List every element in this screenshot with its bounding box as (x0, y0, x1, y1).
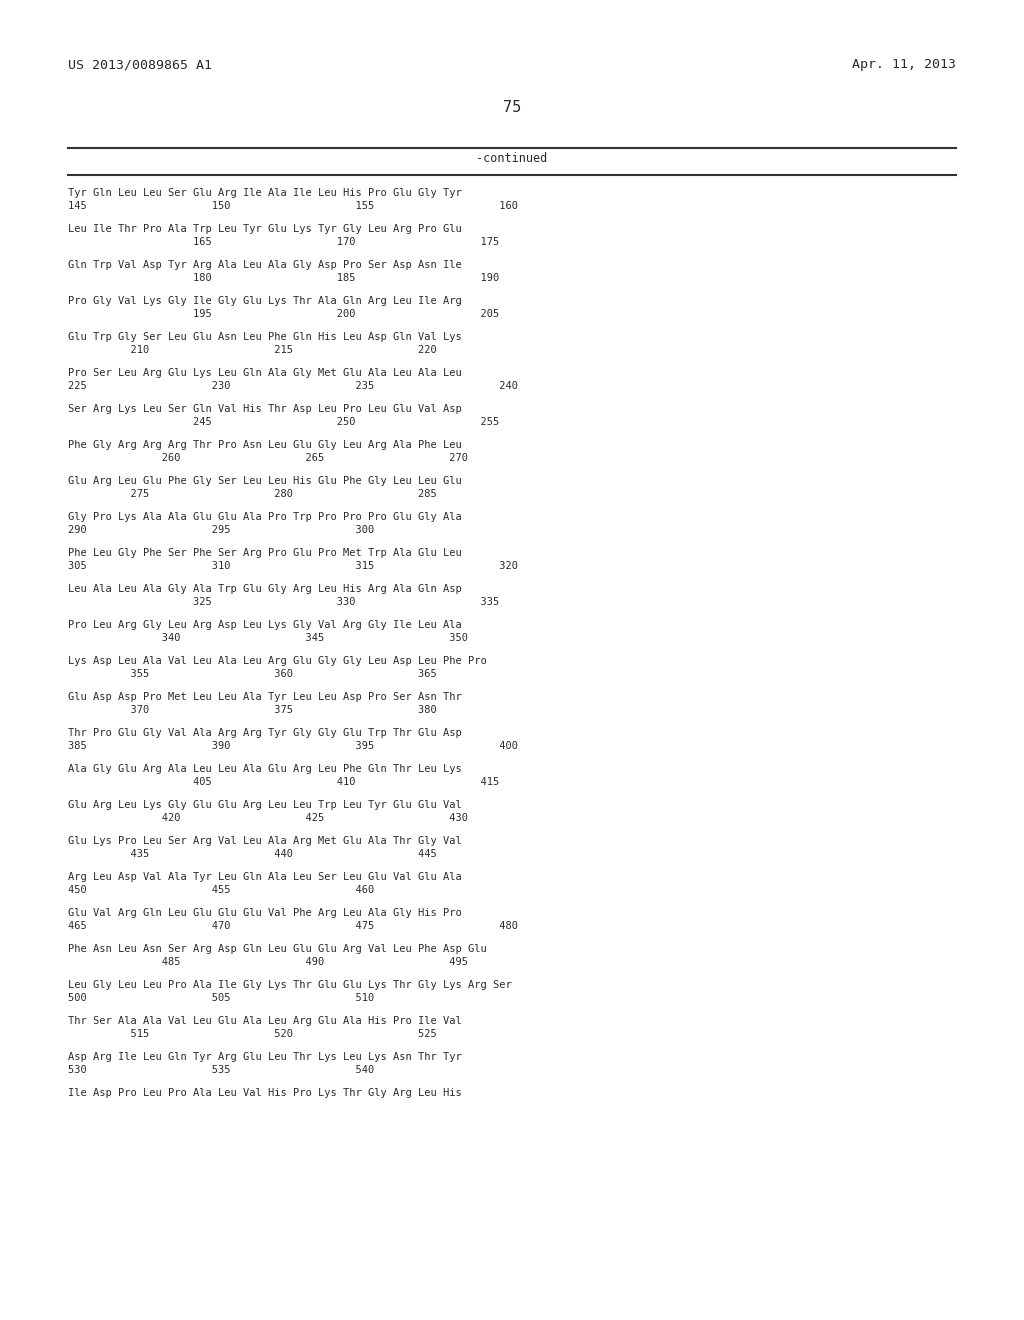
Text: 290                    295                    300: 290 295 300 (68, 525, 374, 535)
Text: 405                    410                    415: 405 410 415 (68, 777, 500, 787)
Text: 145                    150                    155                    160: 145 150 155 160 (68, 201, 518, 211)
Text: Thr Pro Glu Gly Val Ala Arg Arg Tyr Gly Gly Glu Trp Thr Glu Asp: Thr Pro Glu Gly Val Ala Arg Arg Tyr Gly … (68, 729, 462, 738)
Text: Ile Asp Pro Leu Pro Ala Leu Val His Pro Lys Thr Gly Arg Leu His: Ile Asp Pro Leu Pro Ala Leu Val His Pro … (68, 1088, 462, 1098)
Text: 210                    215                    220: 210 215 220 (68, 345, 437, 355)
Text: Phe Leu Gly Phe Ser Phe Ser Arg Pro Glu Pro Met Trp Ala Glu Leu: Phe Leu Gly Phe Ser Phe Ser Arg Pro Glu … (68, 548, 462, 558)
Text: Tyr Gln Leu Leu Ser Glu Arg Ile Ala Ile Leu His Pro Glu Gly Tyr: Tyr Gln Leu Leu Ser Glu Arg Ile Ala Ile … (68, 187, 462, 198)
Text: -continued: -continued (476, 152, 548, 165)
Text: Leu Ala Leu Ala Gly Ala Trp Glu Gly Arg Leu His Arg Ala Gln Asp: Leu Ala Leu Ala Gly Ala Trp Glu Gly Arg … (68, 583, 462, 594)
Text: Glu Asp Asp Pro Met Leu Leu Ala Tyr Leu Leu Asp Pro Ser Asn Thr: Glu Asp Asp Pro Met Leu Leu Ala Tyr Leu … (68, 692, 462, 702)
Text: US 2013/0089865 A1: US 2013/0089865 A1 (68, 58, 212, 71)
Text: Pro Leu Arg Gly Leu Arg Asp Leu Lys Gly Val Arg Gly Ile Leu Ala: Pro Leu Arg Gly Leu Arg Asp Leu Lys Gly … (68, 620, 462, 630)
Text: 500                    505                    510: 500 505 510 (68, 993, 374, 1003)
Text: Apr. 11, 2013: Apr. 11, 2013 (852, 58, 956, 71)
Text: 340                    345                    350: 340 345 350 (68, 634, 468, 643)
Text: Pro Ser Leu Arg Glu Lys Leu Gln Ala Gly Met Glu Ala Leu Ala Leu: Pro Ser Leu Arg Glu Lys Leu Gln Ala Gly … (68, 368, 462, 378)
Text: 180                    185                    190: 180 185 190 (68, 273, 500, 282)
Text: 305                    310                    315                    320: 305 310 315 320 (68, 561, 518, 572)
Text: 435                    440                    445: 435 440 445 (68, 849, 437, 859)
Text: Pro Gly Val Lys Gly Ile Gly Glu Lys Thr Ala Gln Arg Leu Ile Arg: Pro Gly Val Lys Gly Ile Gly Glu Lys Thr … (68, 296, 462, 306)
Text: 225                    230                    235                    240: 225 230 235 240 (68, 381, 518, 391)
Text: Ser Arg Lys Leu Ser Gln Val His Thr Asp Leu Pro Leu Glu Val Asp: Ser Arg Lys Leu Ser Gln Val His Thr Asp … (68, 404, 462, 414)
Text: Glu Arg Leu Lys Gly Glu Glu Arg Leu Leu Trp Leu Tyr Glu Glu Val: Glu Arg Leu Lys Gly Glu Glu Arg Leu Leu … (68, 800, 462, 810)
Text: Phe Gly Arg Arg Arg Thr Pro Asn Leu Glu Gly Leu Arg Ala Phe Leu: Phe Gly Arg Arg Arg Thr Pro Asn Leu Glu … (68, 440, 462, 450)
Text: Phe Asn Leu Asn Ser Arg Asp Gln Leu Glu Glu Arg Val Leu Phe Asp Glu: Phe Asn Leu Asn Ser Arg Asp Gln Leu Glu … (68, 944, 486, 954)
Text: 385                    390                    395                    400: 385 390 395 400 (68, 741, 518, 751)
Text: Asp Arg Ile Leu Gln Tyr Arg Glu Leu Thr Lys Leu Lys Asn Thr Tyr: Asp Arg Ile Leu Gln Tyr Arg Glu Leu Thr … (68, 1052, 462, 1063)
Text: Thr Ser Ala Ala Val Leu Glu Ala Leu Arg Glu Ala His Pro Ile Val: Thr Ser Ala Ala Val Leu Glu Ala Leu Arg … (68, 1016, 462, 1026)
Text: 485                    490                    495: 485 490 495 (68, 957, 468, 968)
Text: Glu Val Arg Gln Leu Glu Glu Glu Val Phe Arg Leu Ala Gly His Pro: Glu Val Arg Gln Leu Glu Glu Glu Val Phe … (68, 908, 462, 917)
Text: 465                    470                    475                    480: 465 470 475 480 (68, 921, 518, 931)
Text: 515                    520                    525: 515 520 525 (68, 1030, 437, 1039)
Text: 370                    375                    380: 370 375 380 (68, 705, 437, 715)
Text: Lys Asp Leu Ala Val Leu Ala Leu Arg Glu Gly Gly Leu Asp Leu Phe Pro: Lys Asp Leu Ala Val Leu Ala Leu Arg Glu … (68, 656, 486, 667)
Text: 195                    200                    205: 195 200 205 (68, 309, 500, 319)
Text: 530                    535                    540: 530 535 540 (68, 1065, 374, 1074)
Text: 260                    265                    270: 260 265 270 (68, 453, 468, 463)
Text: Glu Lys Pro Leu Ser Arg Val Leu Ala Arg Met Glu Ala Thr Gly Val: Glu Lys Pro Leu Ser Arg Val Leu Ala Arg … (68, 836, 462, 846)
Text: 355                    360                    365: 355 360 365 (68, 669, 437, 678)
Text: 245                    250                    255: 245 250 255 (68, 417, 500, 426)
Text: Glu Arg Leu Glu Phe Gly Ser Leu Leu His Glu Phe Gly Leu Leu Glu: Glu Arg Leu Glu Phe Gly Ser Leu Leu His … (68, 477, 462, 486)
Text: Leu Gly Leu Leu Pro Ala Ile Gly Lys Thr Glu Glu Lys Thr Gly Lys Arg Ser: Leu Gly Leu Leu Pro Ala Ile Gly Lys Thr … (68, 979, 512, 990)
Text: Gly Pro Lys Ala Ala Glu Glu Ala Pro Trp Pro Pro Pro Glu Gly Ala: Gly Pro Lys Ala Ala Glu Glu Ala Pro Trp … (68, 512, 462, 521)
Text: 165                    170                    175: 165 170 175 (68, 238, 500, 247)
Text: 275                    280                    285: 275 280 285 (68, 488, 437, 499)
Text: Gln Trp Val Asp Tyr Arg Ala Leu Ala Gly Asp Pro Ser Asp Asn Ile: Gln Trp Val Asp Tyr Arg Ala Leu Ala Gly … (68, 260, 462, 271)
Text: 325                    330                    335: 325 330 335 (68, 597, 500, 607)
Text: Arg Leu Asp Val Ala Tyr Leu Gln Ala Leu Ser Leu Glu Val Glu Ala: Arg Leu Asp Val Ala Tyr Leu Gln Ala Leu … (68, 873, 462, 882)
Text: 420                    425                    430: 420 425 430 (68, 813, 468, 822)
Text: Glu Trp Gly Ser Leu Glu Asn Leu Phe Gln His Leu Asp Gln Val Lys: Glu Trp Gly Ser Leu Glu Asn Leu Phe Gln … (68, 333, 462, 342)
Text: 75: 75 (503, 100, 521, 115)
Text: Ala Gly Glu Arg Ala Leu Leu Ala Glu Arg Leu Phe Gln Thr Leu Lys: Ala Gly Glu Arg Ala Leu Leu Ala Glu Arg … (68, 764, 462, 774)
Text: 450                    455                    460: 450 455 460 (68, 884, 374, 895)
Text: Leu Ile Thr Pro Ala Trp Leu Tyr Glu Lys Tyr Gly Leu Arg Pro Glu: Leu Ile Thr Pro Ala Trp Leu Tyr Glu Lys … (68, 224, 462, 234)
